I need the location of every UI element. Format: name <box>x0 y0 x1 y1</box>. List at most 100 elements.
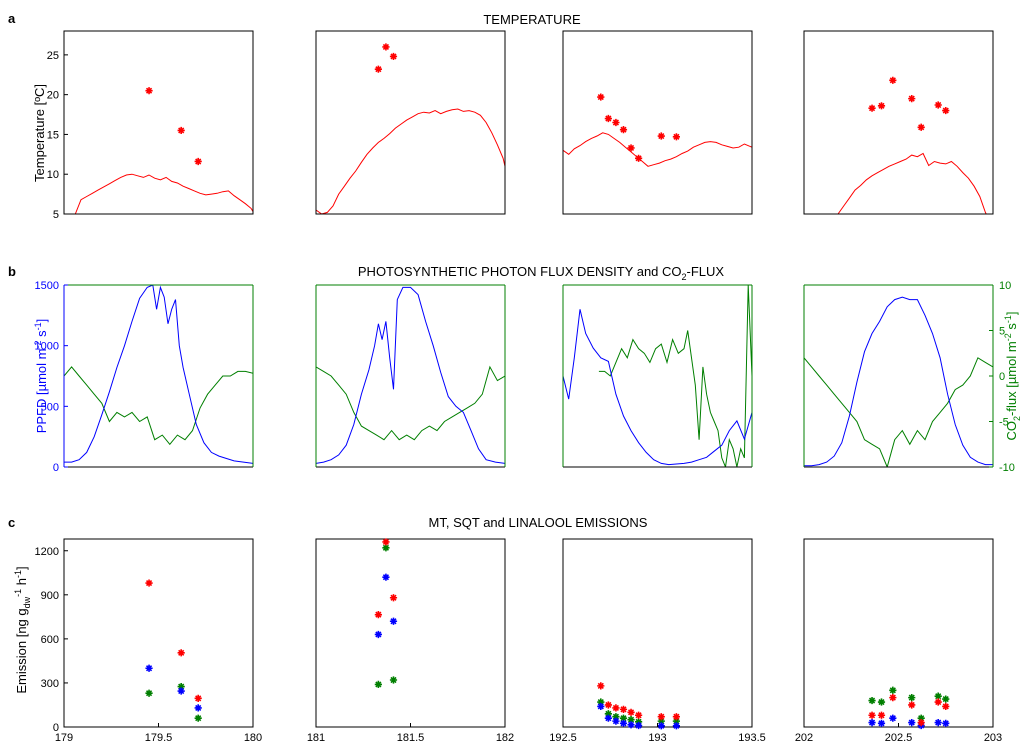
emission-ytick-label: 300 <box>41 678 59 690</box>
emission-point-blue <box>934 718 942 727</box>
emission-point-red <box>917 718 925 727</box>
emission-point-green <box>194 714 202 722</box>
emission-point-red <box>877 711 886 719</box>
emission-point-red <box>604 701 612 709</box>
emission-point-green <box>672 717 680 725</box>
emission-point-blue <box>374 630 382 639</box>
emission-ytick-label: 1200 <box>35 546 59 558</box>
emission-point-red <box>889 694 897 702</box>
emission-point-blue <box>382 573 390 581</box>
emission-point-green <box>877 698 886 706</box>
emission-xtick-label: 180 <box>244 732 262 741</box>
emission-point-blue <box>612 717 620 725</box>
co2-ytick-label: -5 <box>999 417 1009 429</box>
panel-b-letter: b <box>8 264 16 279</box>
emission-point-red <box>908 701 916 709</box>
panel-b-title: PHOTOSYNTHETIC PHOTON FLUX DENSITY and C… <box>358 264 725 282</box>
emission-point-red <box>382 538 390 546</box>
emission-xtick-label: 193.5 <box>738 732 766 741</box>
emission-point-blue <box>657 722 665 730</box>
temperature-axes-frame <box>803 30 994 215</box>
emission-point-blue <box>942 719 950 727</box>
emission-xtick-label: 202.5 <box>885 732 913 741</box>
co2-ytick-label: 10 <box>999 280 1011 292</box>
emission-ytick-label: 900 <box>41 590 59 602</box>
emission-xtick-label: 202 <box>795 732 813 741</box>
temperature-ytick-label: 25 <box>47 50 59 62</box>
emission-point-green <box>382 544 390 552</box>
temperature-line <box>74 173 253 214</box>
temperature-point <box>194 157 202 166</box>
temperature-point <box>889 76 897 84</box>
emission-point-green <box>177 683 185 691</box>
emission-axes-frame <box>63 538 254 728</box>
temperature-axes-frame <box>63 30 254 215</box>
emission-point-red <box>597 682 605 690</box>
co2-flux-line <box>316 365 505 441</box>
emission-point-red <box>672 713 680 721</box>
emission-point-blue <box>619 719 628 727</box>
emission-xtick-label: 192.5 <box>549 732 577 741</box>
temperature-axes-frame <box>315 30 506 215</box>
emission-ytick-label: 0 <box>53 722 59 734</box>
plot-area: 5 10 15 20 25 0 500 1000 1500 -10 -5 0 5 10 179 179.5 18… <box>35 30 1015 741</box>
temperature-point <box>389 52 398 61</box>
temperature-line <box>563 132 752 167</box>
emission-point-green <box>934 692 942 700</box>
emission-point-green <box>657 717 665 725</box>
temperature-point <box>877 102 886 110</box>
emission-point-red <box>194 694 202 702</box>
temperature-point <box>619 126 628 134</box>
temperature-point <box>597 93 605 101</box>
ppfd-ytick-label: 0 <box>53 462 59 474</box>
temperature-axes-frame <box>562 30 753 215</box>
emission-point-blue <box>194 704 202 712</box>
temperature-point <box>604 114 612 123</box>
emission-xtick-label: 193 <box>648 732 666 741</box>
emission-point-green <box>627 716 635 724</box>
temperature-point <box>908 95 916 103</box>
emission-point-blue <box>627 721 635 729</box>
emission-point-blue <box>604 714 612 722</box>
temperature-point <box>917 123 925 131</box>
temperature-line <box>316 108 505 214</box>
emission-point-red <box>619 705 628 713</box>
ppfd-line <box>563 309 752 466</box>
temperature-point <box>612 118 620 127</box>
emission-point-green <box>389 676 398 684</box>
emission-point-green <box>374 680 382 689</box>
emission-point-blue <box>672 722 680 730</box>
emission-point-green <box>635 718 643 726</box>
emission-axes-frame <box>562 538 753 728</box>
temperature-point <box>657 132 665 140</box>
emission-xtick-label: 179 <box>55 732 73 741</box>
emission-axes-frame <box>803 538 994 728</box>
emission-point-green <box>145 689 153 697</box>
temperature-ytick-label: 20 <box>47 90 59 102</box>
emission-xtick-label: 181.5 <box>397 732 425 741</box>
panel-c-letter: c <box>8 515 15 530</box>
emission-point-blue <box>145 664 153 672</box>
temperature-line <box>836 152 987 214</box>
co2-flux-line <box>64 366 253 446</box>
emission-xtick-label: 203 <box>984 732 1002 741</box>
emission-point-red <box>612 704 620 712</box>
emission-point-blue <box>177 687 185 695</box>
emission-point-green <box>619 714 628 722</box>
temperature-point <box>942 106 950 115</box>
panel-a-title: TEMPERATURE <box>483 12 581 27</box>
temperature-point <box>627 144 635 152</box>
panel-a-letter: a <box>8 11 16 26</box>
co2-flux-line <box>804 357 993 467</box>
panel-c-title: MT, SQT and LINALOOL EMISSIONS <box>429 515 648 530</box>
emission-point-red <box>868 711 876 719</box>
emission-xtick-label: 179.5 <box>145 732 173 741</box>
temperature-point <box>177 126 185 135</box>
emission-point-green <box>868 696 876 705</box>
emission-point-red <box>657 713 665 721</box>
temperature-point <box>374 65 382 73</box>
ppfd-ytick-label: 500 <box>41 401 59 413</box>
temperature-ytick-label: 15 <box>47 129 59 141</box>
emission-xtick-label: 182 <box>496 732 514 741</box>
